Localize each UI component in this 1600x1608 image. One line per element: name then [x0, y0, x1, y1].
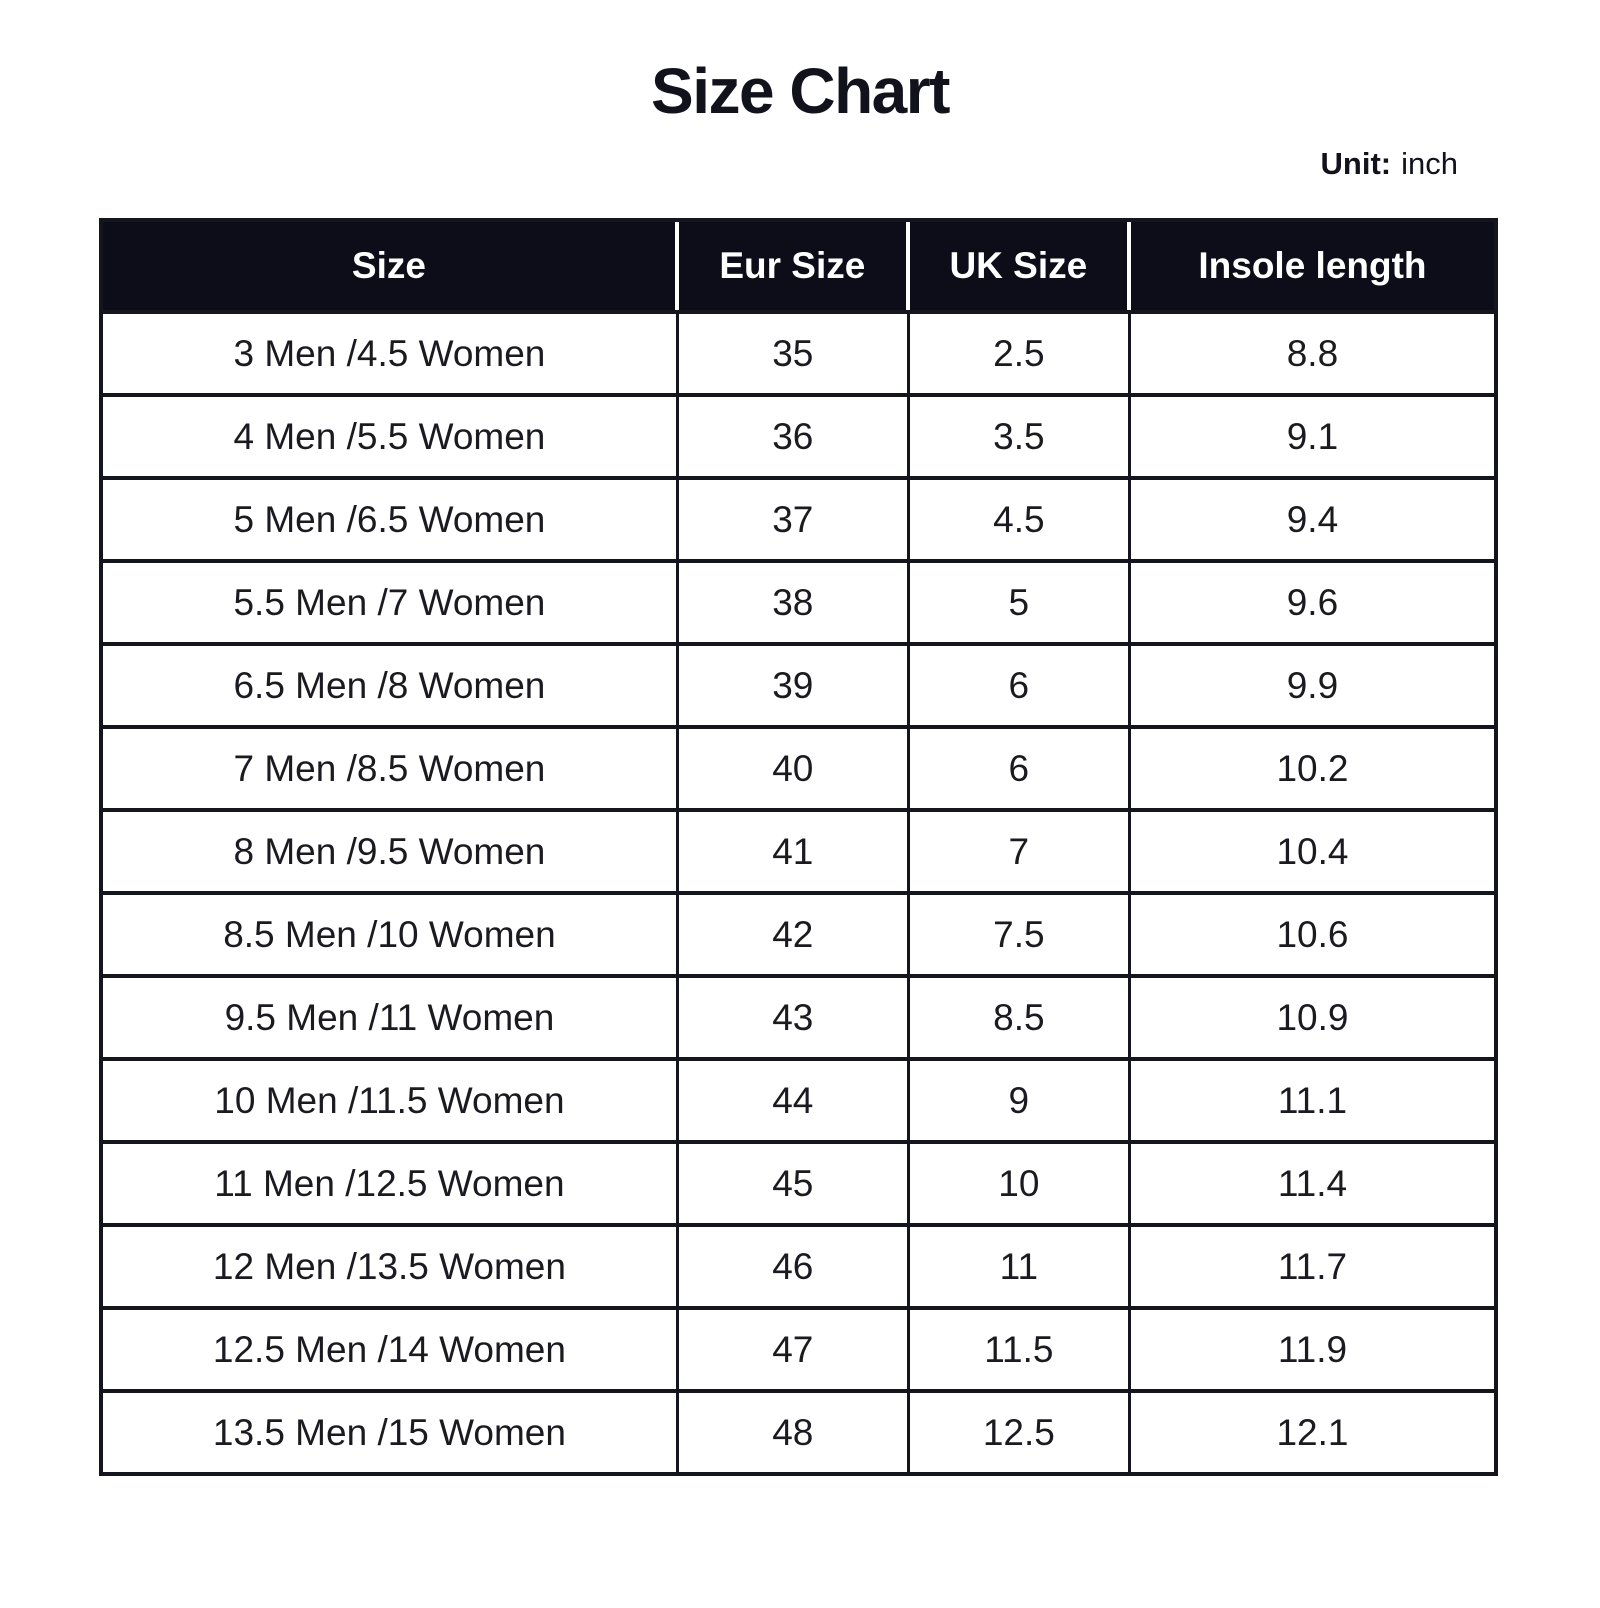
table-cell-uk-size: 5 [909, 559, 1131, 643]
table-cell-uk-size: 11.5 [909, 1306, 1131, 1390]
column-header-size: Size [103, 222, 679, 311]
table-row: 8.5 Men /10 Women 42 7.5 10.6 [103, 891, 1494, 975]
table-cell-uk-size: 11 [909, 1223, 1131, 1307]
table-row: 12 Men /13.5 Women 46 11 11.7 [103, 1223, 1494, 1307]
column-header-eur-size: Eur Size [678, 222, 910, 311]
table-row: 6.5 Men /8 Women 39 6 9.9 [103, 642, 1494, 726]
table-row: 8 Men /9.5 Women 41 7 10.4 [103, 808, 1494, 892]
table-cell-insole-length: 10.9 [1130, 974, 1494, 1058]
table-cell-uk-size: 2.5 [909, 310, 1131, 394]
column-header-uk-size: UK Size [909, 222, 1131, 311]
table-row: 3 Men /4.5 Women 35 2.5 8.8 [103, 310, 1494, 394]
table-row: 5.5 Men /7 Women 38 5 9.6 [103, 559, 1494, 643]
table-cell-eur-size: 41 [678, 808, 910, 892]
table-cell-size: 12.5 Men /14 Women [103, 1306, 679, 1390]
table-row: 4 Men /5.5 Women 36 3.5 9.1 [103, 393, 1494, 477]
table-cell-eur-size: 45 [678, 1140, 910, 1224]
table-cell-uk-size: 7 [909, 808, 1131, 892]
table-cell-insole-length: 9.6 [1130, 559, 1494, 643]
table-cell-eur-size: 42 [678, 891, 910, 975]
table-cell-uk-size: 7.5 [909, 891, 1131, 975]
table-row: 13.5 Men /15 Women 48 12.5 12.1 [103, 1389, 1494, 1473]
column-header-insole-length: Insole length [1130, 222, 1494, 311]
table-cell-insole-length: 12.1 [1130, 1389, 1494, 1473]
table-cell-eur-size: 43 [678, 974, 910, 1058]
table-cell-uk-size: 12.5 [909, 1389, 1131, 1473]
table-cell-size: 5 Men /6.5 Women [103, 476, 679, 560]
table-cell-size: 8.5 Men /10 Women [103, 891, 679, 975]
table-cell-insole-length: 11.9 [1130, 1306, 1494, 1390]
table-cell-eur-size: 35 [678, 310, 910, 394]
table-row: 5 Men /6.5 Women 37 4.5 9.4 [103, 476, 1494, 560]
table-cell-insole-length: 11.7 [1130, 1223, 1494, 1307]
table-cell-insole-length: 9.9 [1130, 642, 1494, 726]
table-cell-insole-length: 10.2 [1130, 725, 1494, 809]
table-cell-eur-size: 37 [678, 476, 910, 560]
table-cell-insole-length: 11.1 [1130, 1057, 1494, 1141]
table-cell-insole-length: 10.4 [1130, 808, 1494, 892]
table-cell-size: 5.5 Men /7 Women [103, 559, 679, 643]
table-cell-insole-length: 11.4 [1130, 1140, 1494, 1224]
table-row: 10 Men /11.5 Women 44 9 11.1 [103, 1057, 1494, 1141]
table-cell-uk-size: 6 [909, 725, 1131, 809]
table-row: 7 Men /8.5 Women 40 6 10.2 [103, 725, 1494, 809]
size-chart-table: Size Eur Size UK Size Insole length 3 Me… [99, 218, 1498, 1477]
table-cell-size: 11 Men /12.5 Women [103, 1140, 679, 1224]
table-header-row: Size Eur Size UK Size Insole length [103, 222, 1494, 311]
table-cell-size: 6.5 Men /8 Women [103, 642, 679, 726]
table-cell-insole-length: 9.1 [1130, 393, 1494, 477]
table-cell-size: 13.5 Men /15 Women [103, 1389, 679, 1473]
table-cell-eur-size: 39 [678, 642, 910, 726]
unit-note: Unit: inch [99, 146, 1498, 182]
page-title: Size Chart [651, 55, 950, 127]
table-cell-size: 12 Men /13.5 Women [103, 1223, 679, 1307]
table-cell-uk-size: 9 [909, 1057, 1131, 1141]
unit-value: inch [1401, 146, 1458, 182]
table-body: 3 Men /4.5 Women 35 2.5 8.8 4 Men /5.5 W… [103, 310, 1494, 1473]
table-cell-eur-size: 47 [678, 1306, 910, 1390]
table-cell-size: 4 Men /5.5 Women [103, 393, 679, 477]
table-cell-insole-length: 10.6 [1130, 891, 1494, 975]
table-cell-size: 7 Men /8.5 Women [103, 725, 679, 809]
table-row: 11 Men /12.5 Women 45 10 11.4 [103, 1140, 1494, 1224]
table-cell-eur-size: 46 [678, 1223, 910, 1307]
table-cell-uk-size: 6 [909, 642, 1131, 726]
table-row: 9.5 Men /11 Women 43 8.5 10.9 [103, 974, 1494, 1058]
table-cell-insole-length: 8.8 [1130, 310, 1494, 394]
table-row: 12.5 Men /14 Women 47 11.5 11.9 [103, 1306, 1494, 1390]
table-cell-eur-size: 38 [678, 559, 910, 643]
table-cell-size: 8 Men /9.5 Women [103, 808, 679, 892]
table-cell-uk-size: 10 [909, 1140, 1131, 1224]
table-cell-size: 10 Men /11.5 Women [103, 1057, 679, 1141]
table-cell-eur-size: 48 [678, 1389, 910, 1473]
table-cell-size: 9.5 Men /11 Women [103, 974, 679, 1058]
table-cell-uk-size: 8.5 [909, 974, 1131, 1058]
table-cell-insole-length: 9.4 [1130, 476, 1494, 560]
table-cell-eur-size: 40 [678, 725, 910, 809]
table-cell-size: 3 Men /4.5 Women [103, 310, 679, 394]
table-cell-eur-size: 44 [678, 1057, 910, 1141]
table-cell-eur-size: 36 [678, 393, 910, 477]
unit-label: Unit: [1320, 146, 1392, 182]
table-cell-uk-size: 3.5 [909, 393, 1131, 477]
table-cell-uk-size: 4.5 [909, 476, 1131, 560]
